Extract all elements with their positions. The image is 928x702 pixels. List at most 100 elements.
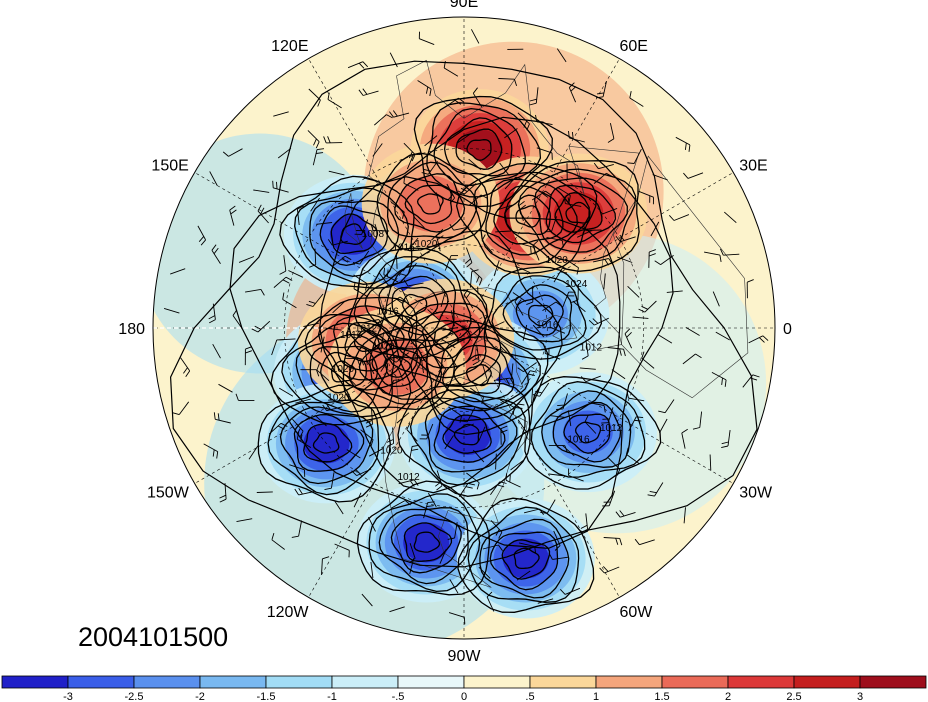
wind-barb [562, 291, 576, 308]
meridian [194, 327, 465, 484]
wind-barb [436, 231, 444, 252]
wind-barb [504, 128, 518, 139]
wind-barb [211, 244, 221, 265]
wind-barb [711, 372, 727, 387]
wind-barb [535, 114, 553, 126]
wind-barb [307, 130, 320, 149]
wind-barb [418, 31, 435, 46]
wind-barb [641, 351, 655, 369]
wind-barb [611, 369, 626, 380]
wind-barb [522, 324, 528, 341]
wind-barb [548, 473, 565, 477]
wind-barb [449, 354, 458, 369]
wind-barb [294, 487, 315, 496]
colorbar-box [793, 675, 861, 689]
wind-barb [323, 136, 343, 144]
wind-barb [197, 225, 206, 246]
wind-barb [579, 367, 596, 370]
colorbar-box [265, 675, 333, 689]
wind-barb [692, 411, 703, 430]
wind-barb [268, 422, 288, 435]
wind-barb [366, 359, 375, 375]
isobar [517, 168, 637, 262]
isobar [348, 326, 443, 406]
isobar [371, 347, 422, 388]
wind-barb [370, 561, 374, 578]
colorbar-label: -2 [195, 691, 205, 702]
date-stamp: 2004101500 [78, 622, 228, 652]
contour-label: 1020 [380, 446, 403, 457]
isobar [312, 432, 340, 454]
wind-barb [549, 326, 566, 334]
contour-label: 1020 [327, 393, 350, 404]
wind-barb [529, 87, 539, 106]
contour-label: 1016 [376, 307, 399, 318]
wind-barb [471, 29, 480, 44]
wind-barb [712, 291, 720, 307]
wind-barb [320, 336, 325, 353]
wind-barb [213, 412, 231, 424]
wind-barb [292, 418, 304, 438]
wind-barb [601, 407, 614, 424]
isobar [421, 320, 471, 360]
colorbar-label: -.5 [392, 691, 405, 702]
wind-barb [458, 482, 475, 498]
wind-barb [347, 61, 369, 69]
wind-barb [517, 112, 530, 131]
wind-barb [652, 174, 668, 181]
wind-barb [212, 343, 221, 359]
wind-barb [295, 398, 311, 404]
wind-barb [365, 408, 373, 428]
wind-barb [647, 482, 664, 497]
wind-barb [721, 430, 731, 449]
wind-barb [374, 114, 393, 126]
wind-barb [465, 247, 473, 268]
wind-barb [468, 194, 488, 206]
wind-barb [657, 334, 673, 344]
contour-label: 1020 [372, 342, 395, 353]
wind-barb [568, 130, 585, 143]
isobar [257, 384, 391, 503]
wind-barb [602, 207, 618, 215]
meridian [463, 172, 734, 329]
wind-barb [363, 177, 380, 183]
coastline [552, 323, 578, 341]
wind-barb [253, 189, 270, 193]
wind-barb [526, 286, 534, 306]
longitude-label: 90E [450, 0, 478, 11]
wind-barb [282, 292, 297, 309]
isobar [378, 507, 469, 585]
wind-barb [659, 418, 668, 434]
isobar [574, 421, 602, 444]
isobar [453, 423, 480, 446]
wind-barb [257, 204, 269, 224]
wind-barb [316, 363, 330, 382]
isobar [513, 547, 540, 570]
colorbar-box [529, 675, 597, 689]
wind-barb [490, 481, 507, 496]
wind-barb [279, 255, 287, 275]
isobar [425, 326, 541, 422]
isobar [443, 117, 513, 177]
wind-barb [719, 248, 740, 256]
map-boundary [152, 16, 776, 640]
isobar [433, 328, 460, 350]
isobar [397, 382, 531, 497]
longitude-label: 120E [271, 38, 308, 55]
isobar [565, 201, 591, 224]
wind-barb [378, 272, 390, 287]
wind-barb [607, 123, 615, 143]
wind-barb [389, 110, 410, 118]
wind-barb [540, 499, 556, 514]
wind-barb [493, 260, 500, 276]
wind-barb [617, 256, 633, 263]
meridian [463, 58, 620, 329]
colorbar-label: 2.5 [786, 691, 801, 702]
wind-barb [582, 223, 602, 231]
colorbar-label: -1 [327, 691, 337, 702]
wind-barb [549, 415, 566, 418]
isobar [330, 360, 357, 383]
wind-barb [296, 432, 312, 448]
wind-barb [441, 338, 456, 349]
